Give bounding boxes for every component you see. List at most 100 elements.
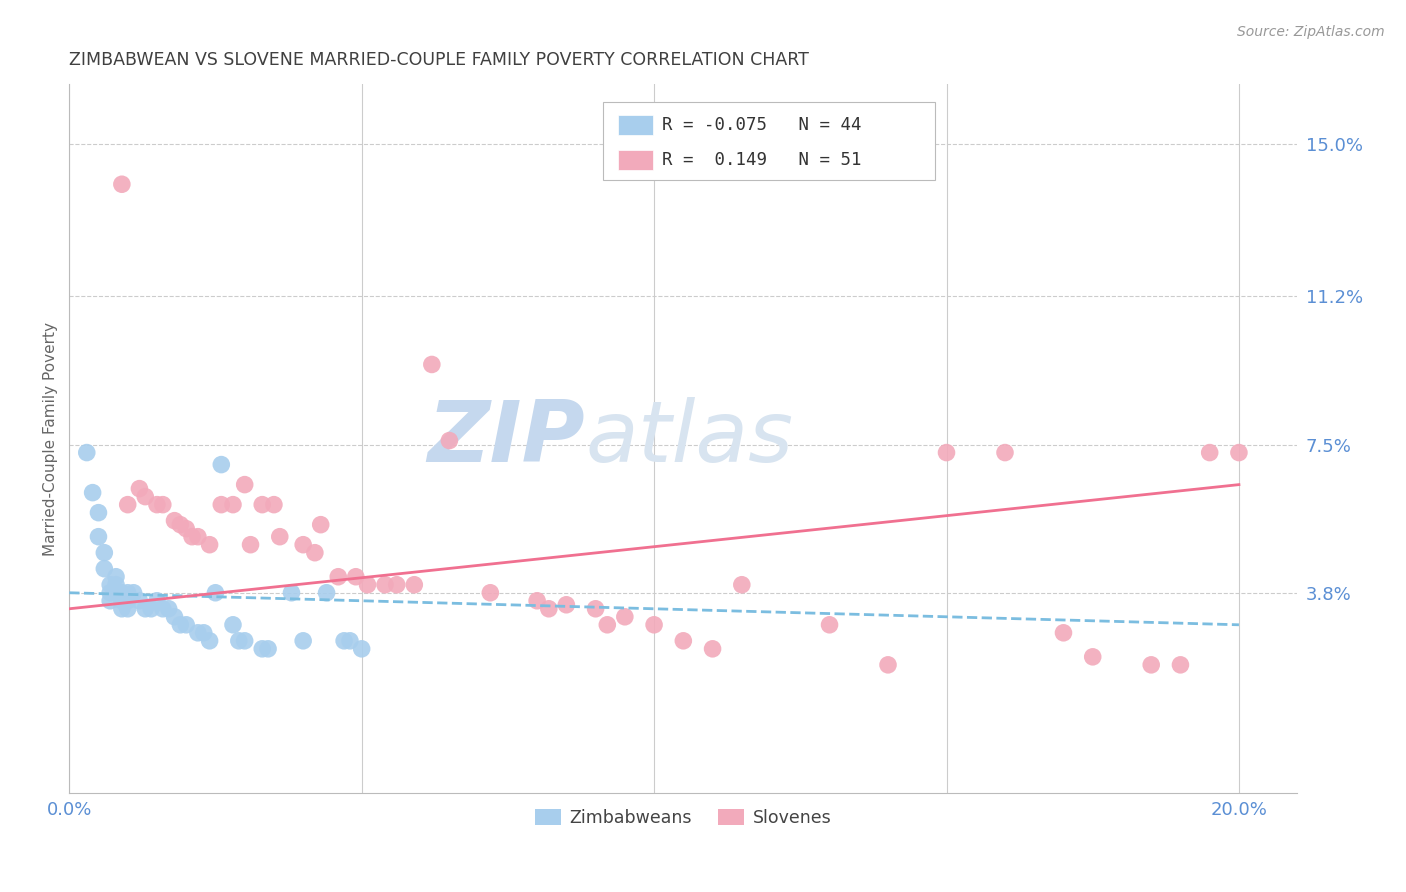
Point bbox=[263, 498, 285, 512]
Point bbox=[134, 490, 156, 504]
Point bbox=[328, 570, 350, 584]
Point bbox=[643, 617, 665, 632]
Point bbox=[98, 578, 121, 592]
Text: ZIMBABWEAN VS SLOVENE MARRIED-COUPLE FAMILY POVERTY CORRELATION CHART: ZIMBABWEAN VS SLOVENE MARRIED-COUPLE FAM… bbox=[69, 51, 808, 69]
Point bbox=[198, 538, 221, 552]
Point bbox=[82, 485, 104, 500]
Point bbox=[209, 498, 232, 512]
Point bbox=[233, 633, 256, 648]
Point bbox=[146, 498, 169, 512]
Point bbox=[93, 562, 115, 576]
Point bbox=[1052, 625, 1074, 640]
Point bbox=[344, 570, 367, 584]
Point bbox=[239, 538, 262, 552]
Point bbox=[1198, 445, 1220, 459]
Y-axis label: Married-Couple Family Poverty: Married-Couple Family Poverty bbox=[44, 321, 58, 556]
Text: Source: ZipAtlas.com: Source: ZipAtlas.com bbox=[1237, 25, 1385, 39]
Point bbox=[1140, 657, 1163, 672]
Point bbox=[731, 578, 754, 592]
Point bbox=[111, 601, 134, 615]
Point bbox=[128, 594, 150, 608]
Point bbox=[420, 358, 443, 372]
Point bbox=[292, 633, 315, 648]
Point bbox=[139, 601, 162, 615]
Point bbox=[333, 633, 356, 648]
Point bbox=[146, 594, 169, 608]
Point bbox=[117, 594, 139, 608]
Point bbox=[356, 578, 378, 592]
Text: ZIP: ZIP bbox=[427, 397, 585, 480]
Point bbox=[209, 458, 232, 472]
Point bbox=[818, 617, 841, 632]
Point bbox=[1081, 649, 1104, 664]
Point bbox=[122, 586, 145, 600]
Point bbox=[672, 633, 695, 648]
Point bbox=[128, 482, 150, 496]
Point bbox=[87, 506, 110, 520]
Point bbox=[257, 641, 280, 656]
Point bbox=[1170, 657, 1192, 672]
Point bbox=[163, 609, 186, 624]
Point bbox=[1227, 445, 1250, 459]
Point bbox=[702, 641, 724, 656]
Text: R = -0.075   N = 44: R = -0.075 N = 44 bbox=[662, 116, 862, 134]
Point bbox=[152, 601, 174, 615]
Point bbox=[526, 594, 548, 608]
Point bbox=[350, 641, 373, 656]
Point bbox=[193, 625, 215, 640]
Point bbox=[292, 538, 315, 552]
Point bbox=[339, 633, 361, 648]
Point bbox=[111, 178, 134, 192]
Point bbox=[374, 578, 396, 592]
Point bbox=[117, 601, 139, 615]
Point bbox=[404, 578, 426, 592]
Point bbox=[309, 517, 332, 532]
Point bbox=[98, 586, 121, 600]
Point bbox=[111, 594, 134, 608]
Point bbox=[157, 601, 180, 615]
Point bbox=[152, 498, 174, 512]
Point bbox=[994, 445, 1017, 459]
Point bbox=[252, 641, 274, 656]
Point bbox=[181, 530, 204, 544]
Point bbox=[537, 601, 560, 615]
Point bbox=[87, 530, 110, 544]
Point bbox=[439, 434, 461, 448]
FancyBboxPatch shape bbox=[619, 151, 652, 170]
Point bbox=[98, 594, 121, 608]
Point bbox=[105, 570, 128, 584]
Point bbox=[117, 498, 139, 512]
Point bbox=[111, 586, 134, 600]
Point bbox=[252, 498, 274, 512]
Text: atlas: atlas bbox=[585, 397, 793, 480]
FancyBboxPatch shape bbox=[619, 115, 652, 136]
Point bbox=[280, 586, 302, 600]
Point bbox=[315, 586, 337, 600]
Point bbox=[385, 578, 408, 592]
Point bbox=[877, 657, 900, 672]
Point bbox=[596, 617, 619, 632]
Point bbox=[304, 546, 326, 560]
Point bbox=[198, 633, 221, 648]
Legend: Zimbabweans, Slovenes: Zimbabweans, Slovenes bbox=[529, 802, 838, 834]
Point bbox=[105, 578, 128, 592]
Point bbox=[613, 609, 636, 624]
Point bbox=[134, 601, 156, 615]
Point bbox=[174, 617, 197, 632]
Point bbox=[174, 522, 197, 536]
Point bbox=[163, 514, 186, 528]
FancyBboxPatch shape bbox=[603, 102, 935, 180]
Point bbox=[187, 625, 209, 640]
Point bbox=[169, 517, 191, 532]
Point bbox=[187, 530, 209, 544]
Point bbox=[555, 598, 578, 612]
Point bbox=[479, 586, 502, 600]
Text: R =  0.149   N = 51: R = 0.149 N = 51 bbox=[662, 152, 862, 169]
Point bbox=[169, 617, 191, 632]
Point bbox=[269, 530, 291, 544]
Point bbox=[222, 498, 245, 512]
Point bbox=[233, 477, 256, 491]
Point bbox=[93, 546, 115, 560]
Point bbox=[585, 601, 607, 615]
Point bbox=[204, 586, 226, 600]
